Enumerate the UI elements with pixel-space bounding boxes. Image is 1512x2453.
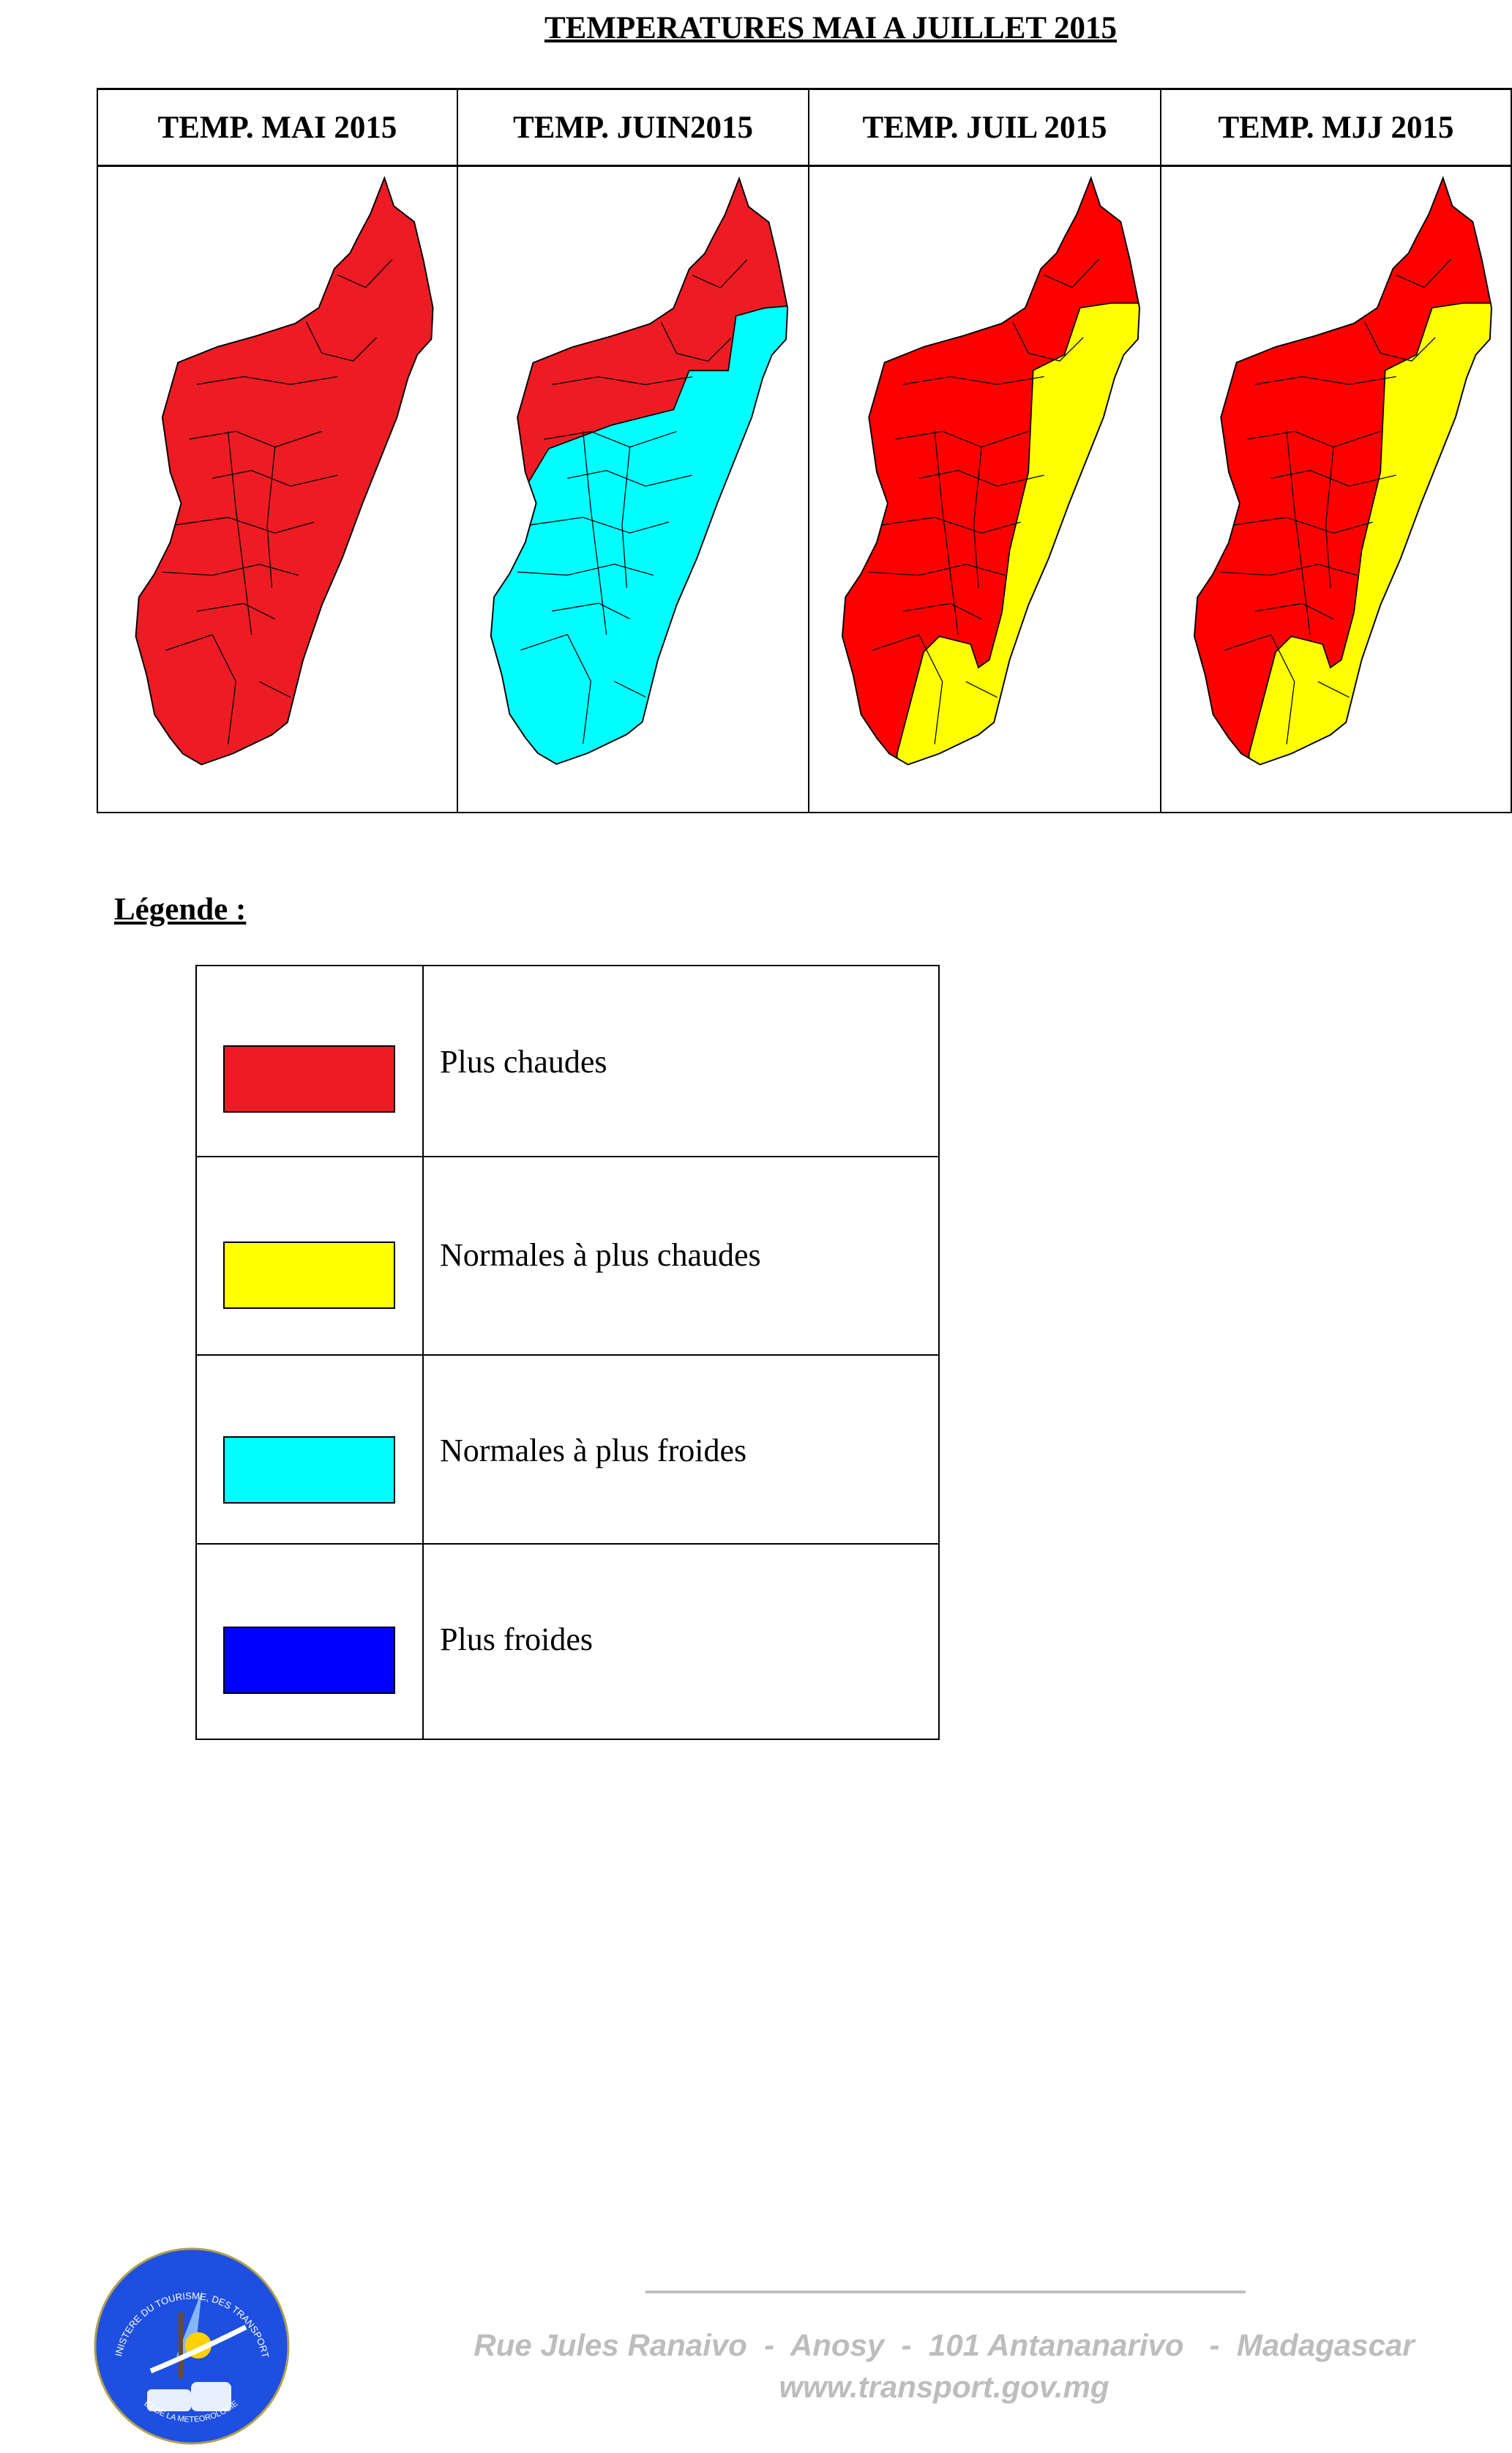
legend-label: Normales à plus froides: [440, 1433, 747, 1468]
district-border: [1255, 602, 1334, 620]
district-border: [1221, 564, 1358, 576]
district-border: [934, 431, 959, 635]
district-border: [583, 431, 607, 635]
legend-divider: [422, 966, 424, 1739]
legend-swatch-plus-chaudes: [223, 1045, 395, 1113]
district-border: [1044, 258, 1099, 288]
district-border: [1317, 681, 1350, 698]
district-border: [621, 447, 631, 588]
district-border: [189, 430, 323, 448]
legend-swatch-normales-plus-froides: [223, 1436, 395, 1504]
legend-label: Plus froides: [440, 1621, 593, 1657]
legend-label: Plus chaudes: [440, 1044, 607, 1080]
map-madagascar-mai: [135, 176, 434, 766]
district-border: [517, 564, 654, 576]
district-border: [227, 431, 252, 635]
district-border: [544, 430, 677, 448]
district-border: [551, 376, 693, 386]
district-border: [614, 681, 646, 698]
footer-address: Rue Jules Ranaivo - Anosy - 101 Antanana…: [474, 2328, 1415, 2362]
map-header: TEMP. MJJ 2015: [1161, 90, 1511, 167]
legend-row: Plus chaudes: [197, 966, 938, 1157]
district-border: [196, 602, 276, 620]
ministry-logo: MINISTERE DU TOURISME, DES TRANSPORTS ET…: [92, 2247, 290, 2445]
district-border: [305, 321, 378, 362]
legend-swatch-normales-plus-chaudes: [223, 1242, 395, 1309]
island-outline: [135, 176, 434, 766]
legend-row: Plus froides: [197, 1545, 938, 1741]
district-border: [528, 517, 670, 534]
district-border: [1247, 430, 1381, 448]
district-border: [551, 602, 630, 620]
map-column-juil: TEMP. JUIL 2015: [808, 90, 1160, 812]
district-border: [965, 681, 998, 698]
district-border: [903, 376, 1044, 385]
map-madagascar-juin: [490, 176, 789, 765]
district-border: [692, 259, 748, 288]
legend-label: Normales à plus chaudes: [440, 1237, 761, 1273]
map-header: TEMP. MAI 2015: [98, 90, 457, 167]
district-border: [895, 430, 1029, 448]
island-outline: [1193, 176, 1492, 766]
district-border: [1286, 431, 1311, 635]
maps-table: TEMP. MAI 2015 TEMP. JUIN2015 TEMP. JUIL…: [97, 88, 1512, 813]
map-madagascar-mjj: [1193, 176, 1492, 766]
legend-row: Normales à plus chaudes: [197, 1157, 938, 1356]
region-plus-chaudes: [135, 178, 433, 765]
district-border: [173, 517, 315, 534]
district-border: [266, 447, 276, 589]
map-header: TEMP. JUIL 2015: [809, 90, 1160, 167]
footer-website[interactable]: www.transport.gov.mg: [779, 2370, 1109, 2404]
map-column-mai: TEMP. MAI 2015: [97, 90, 457, 812]
district-border: [1255, 376, 1396, 385]
district-border: [869, 564, 1006, 576]
district-border: [259, 681, 291, 698]
island-outline: [841, 176, 1140, 766]
district-border: [1224, 634, 1295, 744]
district-border: [196, 376, 338, 385]
legend-table: Plus chaudes Normales à plus chaudes Nor…: [195, 965, 940, 1740]
page-title: TEMPERATURES MAI A JUILLET 2015: [544, 11, 1118, 45]
district-border: [165, 634, 236, 744]
district-border: [973, 447, 982, 589]
footer-divider: [645, 2290, 1246, 2293]
district-border: [337, 258, 393, 288]
map-column-juin: TEMP. JUIN2015: [457, 90, 808, 812]
district-border: [1325, 447, 1334, 589]
district-border: [1232, 517, 1373, 534]
district-border: [520, 633, 591, 744]
district-border: [880, 517, 1021, 534]
district-border: [1396, 258, 1451, 288]
map-header: TEMP. JUIN2015: [458, 90, 808, 167]
district-border: [872, 634, 943, 744]
district-border: [1364, 321, 1436, 362]
legend-title: Légende :: [114, 892, 247, 927]
map-column-mjj: TEMP. MJJ 2015: [1160, 90, 1512, 812]
map-madagascar-juil: [841, 176, 1140, 766]
legend-swatch-plus-froides: [223, 1627, 395, 1694]
district-border: [660, 321, 732, 362]
district-border: [1012, 321, 1084, 362]
legend-row: Normales à plus froides: [197, 1356, 938, 1545]
district-border: [162, 564, 299, 576]
district-border: [903, 602, 982, 620]
island-outline: [490, 176, 789, 765]
